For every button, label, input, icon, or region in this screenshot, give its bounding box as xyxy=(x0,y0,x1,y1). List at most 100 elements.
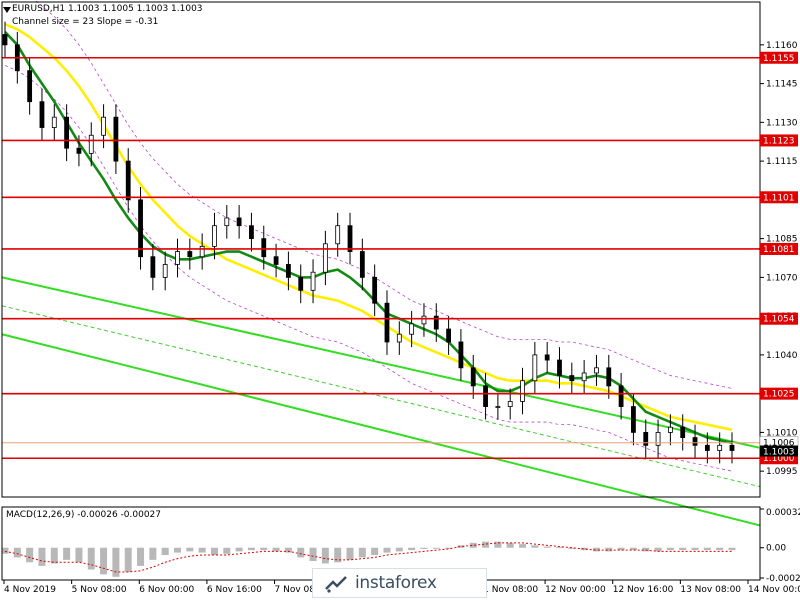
macd-histogram-bar xyxy=(112,547,120,577)
macd-histogram-bar xyxy=(531,545,539,548)
brand-logo-icon xyxy=(325,576,347,593)
price-tick-label: 1.1160 xyxy=(766,41,798,51)
time-tick-label: 7 Nov 08:00 xyxy=(275,585,330,595)
candle-body xyxy=(39,101,45,128)
envelope-upper xyxy=(34,0,733,389)
time-tick-label: 13 Nov 08:00 xyxy=(680,585,741,595)
candle-body xyxy=(409,323,415,335)
candle-body xyxy=(544,354,550,361)
candle-body xyxy=(631,406,636,433)
macd-histogram-bar xyxy=(519,544,527,548)
candle-body xyxy=(51,116,57,128)
macd-histogram-bar xyxy=(260,547,268,551)
macd-histogram-bar xyxy=(395,547,403,552)
macd-histogram-bar xyxy=(137,547,145,566)
macd-tick-label: -0.00025 xyxy=(766,574,800,584)
macd-histogram-bar xyxy=(716,547,724,551)
macd-histogram-bar xyxy=(494,541,502,548)
level-tag-label: 1.1000 xyxy=(763,454,795,464)
macd-histogram-bar xyxy=(457,545,465,548)
macd-histogram-bar xyxy=(210,547,218,555)
level-tag xyxy=(760,242,798,255)
level-tag xyxy=(760,191,798,204)
candle-body xyxy=(372,276,378,304)
macd-histogram-bar xyxy=(617,547,625,551)
channel-middle-line xyxy=(1,305,761,488)
candle-body xyxy=(532,354,538,382)
candle-body xyxy=(495,406,501,408)
level-tag-label: 1.1155 xyxy=(763,54,795,64)
macd-histogram-bar xyxy=(703,547,711,551)
macd-histogram-bar xyxy=(321,547,329,564)
macd-histogram-bar xyxy=(728,547,736,551)
candle-body xyxy=(384,302,390,343)
macd-histogram-bar xyxy=(247,547,255,551)
candle-body xyxy=(680,426,686,438)
time-tick-label: 4 Nov 2019 xyxy=(4,585,56,595)
candle-body xyxy=(433,315,439,330)
candle-body xyxy=(335,225,341,245)
candle-body xyxy=(310,271,316,291)
macd-histogram-bar xyxy=(297,547,305,558)
time-tick-label: 11 Nov 08:00 xyxy=(477,585,538,595)
envelope-lower xyxy=(4,65,733,472)
channel-info: Channel size = 23 Slope = -0.31 xyxy=(12,17,159,27)
macd-histogram-bar xyxy=(63,547,71,560)
price-tick-label: 1.1130 xyxy=(766,118,798,128)
macd-label: MACD(12,26,9) -0.00026 -0.00027 xyxy=(6,510,161,520)
price-tick-label: 1.1085 xyxy=(766,235,798,245)
macd-histogram-bar xyxy=(186,547,194,552)
time-tick-label: 12 Nov 16:00 xyxy=(613,585,674,595)
candle-body xyxy=(717,444,723,451)
candle-body xyxy=(224,217,230,227)
candle-body xyxy=(175,251,180,265)
candle-body xyxy=(359,251,365,278)
collapse-arrow-icon[interactable] xyxy=(3,7,11,13)
level-tag-label: 1.1101 xyxy=(763,193,795,203)
time-tick-label: 6 Nov 00:00 xyxy=(139,585,194,595)
candle-body xyxy=(458,341,464,369)
level-tag xyxy=(760,387,798,400)
macd-histogram-bar xyxy=(124,547,132,572)
candle-body xyxy=(594,367,599,374)
macd-histogram-bar xyxy=(568,547,576,549)
price-tick-label: 1.1010 xyxy=(766,428,798,438)
level-tag xyxy=(760,312,798,325)
macd-histogram-bar xyxy=(272,547,280,552)
candle-body xyxy=(273,256,279,265)
candle-body xyxy=(692,437,698,446)
macd-histogram-bar xyxy=(149,547,157,560)
macd-histogram-bar xyxy=(629,547,637,551)
level-tag-label: 1.1025 xyxy=(763,390,795,400)
macd-histogram-bar xyxy=(432,547,440,549)
macd-histogram-bar xyxy=(420,547,428,549)
candle-body xyxy=(704,444,710,451)
macd-histogram-bar xyxy=(1,547,9,554)
macd-histogram-bar xyxy=(223,547,231,554)
candle-body xyxy=(162,264,168,278)
level-tag-label: 1.1054 xyxy=(763,315,795,325)
macd-histogram-bar xyxy=(642,547,650,552)
price-tick-label: 1.1115 xyxy=(766,157,798,167)
current-price-label: 1.1006 xyxy=(763,439,795,449)
candle-body xyxy=(138,199,143,258)
macd-histogram-bar xyxy=(334,547,342,563)
candle-body xyxy=(655,432,661,446)
macd-histogram-bar xyxy=(371,547,379,555)
symbol-header: EURUSD,H1 1.1003 1.1005 1.1003 1.1003 xyxy=(12,4,203,14)
brand-watermark: instaforex xyxy=(312,568,487,598)
level-tag xyxy=(760,51,798,64)
macd-histogram-bar xyxy=(309,547,317,562)
candle-body xyxy=(483,385,488,407)
candle-body xyxy=(298,276,304,291)
candle-body xyxy=(470,367,476,387)
bid-price-tag xyxy=(760,445,798,457)
price-tick-label: 1.1070 xyxy=(766,273,798,283)
candle-body xyxy=(113,116,119,162)
level-tag-label: 1.1123 xyxy=(763,136,795,146)
macd-histogram-bar xyxy=(75,547,83,563)
ma-slow-line xyxy=(4,22,733,432)
candle-body xyxy=(557,359,562,376)
macd-histogram-bar xyxy=(445,547,453,549)
